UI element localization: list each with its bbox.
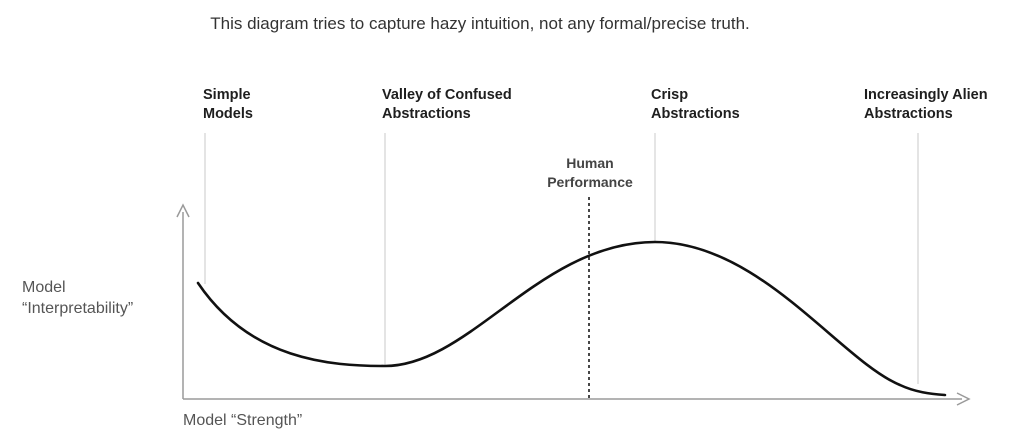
diagram-caption: This diagram tries to capture hazy intui… [210,14,750,33]
stage-label-crisp: Crisp Abstractions [651,86,740,124]
y-axis-label-line2: “Interpretability” [22,300,134,317]
stage-label-line: Abstractions [651,106,740,122]
stage-label-line: Models [203,106,253,122]
stage-label-valley: Valley of Confused Abstractions [382,86,512,124]
y-axis-label: Model “Interpretability” [22,277,133,319]
stage-label-line: Abstractions [864,106,953,122]
y-axis-arrow-icon [176,203,190,218]
stage-label-line: Abstractions [382,106,471,122]
y-axis-label-line1: Model [22,279,66,296]
human-performance-line2: Performance [547,174,633,190]
stage-label-simple-models: Simple Models [203,86,253,124]
stage-label-line: Crisp [651,87,689,103]
x-axis-label: Model “Strength” [183,412,303,429]
x-axis-arrow-icon [956,392,971,406]
stage-label-line: Simple [203,87,251,103]
human-performance-line1: Human [566,155,614,171]
human-performance-label: Human Performance [540,154,640,192]
interpretability-curve [196,240,947,397]
stage-label-line: Increasingly Alien [864,87,988,103]
stage-label-alien: Increasingly Alien Abstractions [864,86,988,124]
stage-label-line: Valley of Confused [382,87,512,103]
